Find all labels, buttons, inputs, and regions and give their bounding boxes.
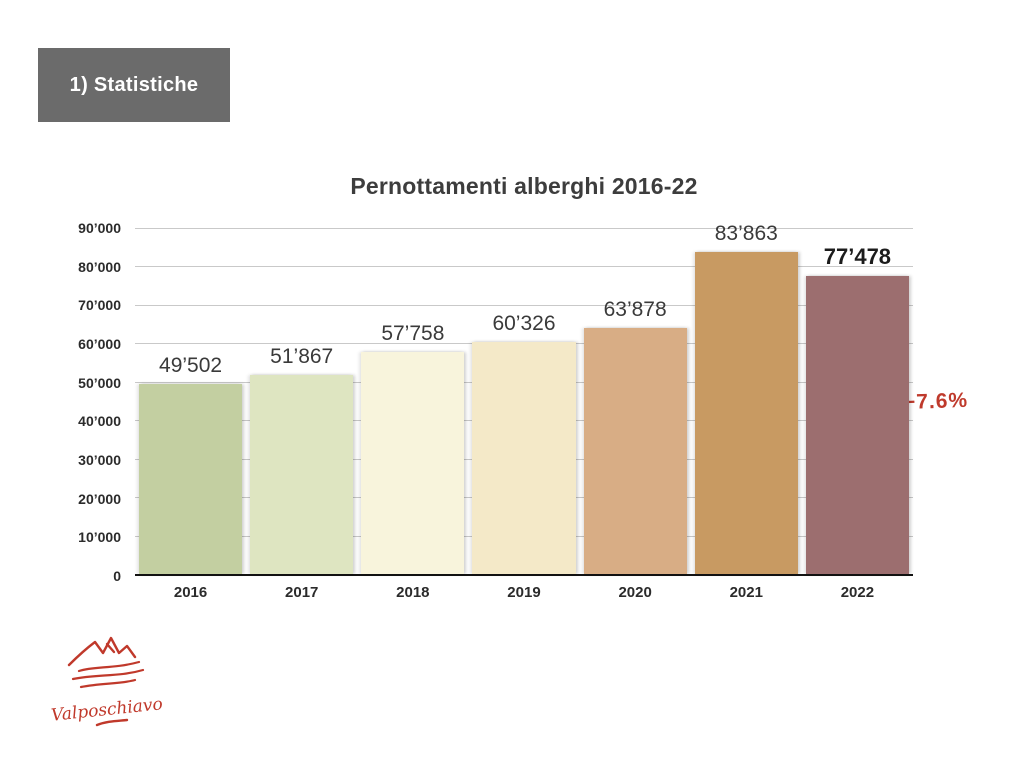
bar-slot-2019: 60’326 2019 (468, 228, 579, 601)
value-label-2020: 63’878 (603, 298, 667, 322)
value-label-2017: 51’867 (270, 344, 334, 368)
x-axis-label-2022: 2022 (840, 584, 875, 601)
chart-title: Pernottamenti alberghi 2016-22 (350, 173, 698, 199)
x-axis-label-2016: 2016 (173, 584, 208, 601)
bar-2020 (583, 328, 687, 574)
gridline (135, 228, 913, 229)
y-axis-tick-label: 80’000 (78, 258, 121, 275)
gridline (135, 266, 913, 268)
x-axis-label-2018: 2018 (396, 584, 430, 601)
y-axis-tick-label: 20’000 (78, 490, 121, 507)
y-axis-tick-label: 10’000 (78, 529, 121, 546)
bar-slot-2018: 57’758 2018 (357, 228, 468, 601)
gridline (135, 304, 913, 306)
y-axis-tick-label: 40’000 (78, 413, 121, 430)
wave-strokes (71, 660, 145, 689)
x-axis-label-2017: 2017 (285, 584, 319, 601)
bar-slot-2016: 49’502 2016 (135, 228, 246, 601)
bar-2019 (472, 342, 576, 574)
logo-text: Valposchiavo (50, 694, 163, 726)
y-axis-tick-label: 30’000 (78, 452, 121, 468)
value-label-2022: 77’478 (823, 244, 892, 270)
x-axis-label-2019: 2019 (507, 584, 541, 601)
bar-2022 (805, 276, 909, 574)
y-axis: 0 10’000 20’000 30’000 40’000 50’000 60’000 70’… (50, 220, 121, 584)
y-axis-tick-label: 60’000 (78, 336, 121, 352)
section-label-box: 1) Statistiche (38, 48, 230, 122)
logo-underline (95, 718, 129, 727)
section-label: 1) Statistiche (69, 73, 199, 96)
value-label-2021: 83’863 (714, 221, 778, 245)
y-axis-tick-label: 50’000 (78, 374, 121, 391)
y-axis-tick-label: 0 (113, 568, 121, 584)
bar-slot-2022: 77’478 2022 (802, 228, 913, 601)
bar-2018 (361, 351, 465, 574)
valposchiavo-logo: Valposchiavo (50, 636, 164, 727)
y-axis-tick-label: 70’000 (78, 297, 121, 314)
bar-series: 49’502 2016 51’867 2017 57’758 2018 60’326 2019… (135, 222, 913, 601)
bar-slot-2020: 63’878 2020 (580, 228, 691, 601)
x-axis-label-2020: 2020 (618, 584, 652, 601)
x-axis-label-2021: 2021 (729, 584, 763, 601)
plot-area: 49’502 2016 51’867 2017 57’758 2018 60’326 2019… (135, 222, 913, 601)
bar-slot-2017: 51’867 2017 (246, 228, 357, 601)
bar-2021 (694, 251, 798, 574)
y-axis-tick-label: 90’000 (78, 220, 121, 236)
bar-2016 (139, 383, 243, 574)
value-label-2016: 49’502 (159, 353, 223, 377)
mountain-icon (67, 636, 137, 667)
bar-2017 (250, 374, 354, 574)
bar-slot-2021: 83’863 2021 (691, 222, 802, 601)
value-label-2019: 60’326 (492, 312, 556, 336)
value-label-2018: 57’758 (381, 321, 445, 345)
